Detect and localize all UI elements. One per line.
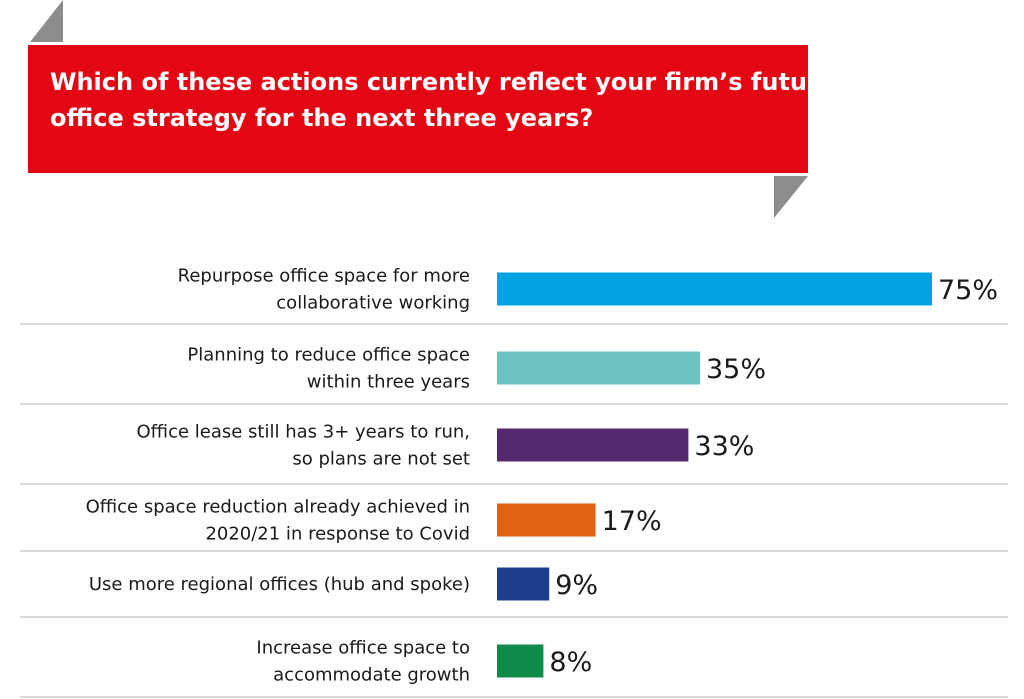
corner-fold-bottom-right bbox=[774, 176, 808, 218]
bar-4 bbox=[497, 503, 596, 537]
title-banner bbox=[28, 45, 808, 173]
category-label-4-line-1: Office space reduction already achieved … bbox=[86, 497, 470, 518]
value-label-1: 75% bbox=[938, 275, 998, 306]
category-label-3-line-2: so plans are not set bbox=[292, 449, 470, 470]
category-label-1-line-2: collaborative working bbox=[276, 293, 470, 314]
value-label-5: 9% bbox=[555, 570, 598, 601]
value-label-2: 35% bbox=[706, 354, 766, 385]
bar-2 bbox=[497, 351, 700, 385]
category-label-3: Office lease still has 3+ years to run, s… bbox=[137, 422, 470, 470]
category-label-2-line-1: Planning to reduce office space bbox=[187, 345, 470, 366]
category-label-5-line-1: Use more regional offices (hub and spoke… bbox=[89, 574, 470, 595]
chart-title-line-2: office strategy for the next three years… bbox=[50, 104, 593, 132]
corner-fold-top-left bbox=[30, 0, 63, 42]
value-label-3: 33% bbox=[694, 431, 754, 462]
value-label-6: 8% bbox=[549, 647, 592, 678]
bar-6 bbox=[497, 644, 544, 678]
plot-area: 75% Repurpose office space for more collab… bbox=[20, 266, 1008, 698]
bar-5 bbox=[497, 567, 550, 601]
category-label-2: Planning to reduce office space within th… bbox=[187, 345, 470, 393]
chart-title: Which of these actions currently reflect… bbox=[50, 68, 843, 132]
category-label-6-line-1: Increase office space to bbox=[256, 638, 470, 659]
chart-title-line-1: Which of these actions currently reflect… bbox=[50, 68, 835, 96]
category-label-5: Use more regional offices (hub and spoke… bbox=[89, 574, 470, 595]
category-label-6-line-2: accommodate growth bbox=[273, 665, 470, 686]
category-label-3-line-1: Office lease still has 3+ years to run, bbox=[137, 422, 470, 443]
category-label-4-line-2: 2020/21 in response to Covid bbox=[205, 524, 470, 545]
bar-1 bbox=[497, 272, 932, 306]
category-label-1: Repurpose office space for more collabora… bbox=[178, 266, 470, 314]
value-label-4: 17% bbox=[602, 506, 662, 537]
category-label-2-line-2: within three years bbox=[307, 372, 470, 393]
category-label-4: Office space reduction already achieved … bbox=[86, 497, 470, 545]
category-label-1-line-1: Repurpose office space for more bbox=[178, 266, 470, 287]
category-label-6: Increase office space to accommodate grow… bbox=[256, 638, 470, 686]
bar-3 bbox=[497, 428, 689, 462]
